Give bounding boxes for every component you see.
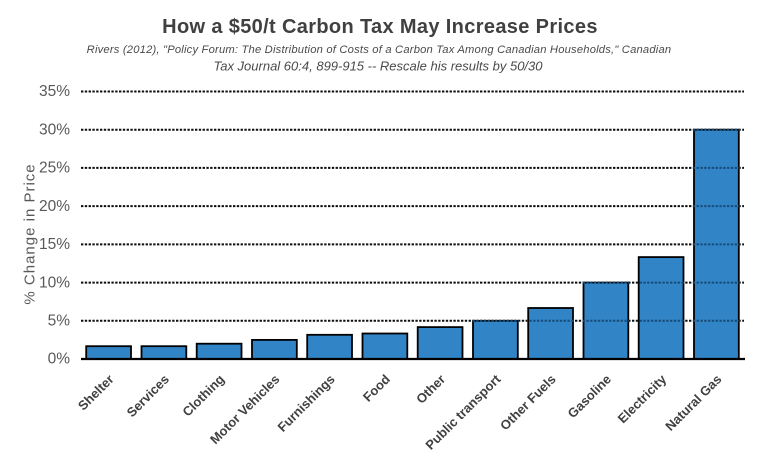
svg-text:15%: 15% (39, 236, 70, 253)
svg-text:10%: 10% (39, 274, 70, 291)
svg-text:Rivers (2012), "Policy Forum:: Rivers (2012), "Policy Forum: The Distri… (87, 44, 672, 56)
svg-text:Tax Journal 60:4, 899-915 -- R: Tax Journal 60:4, 899-915 -- Rescale his… (213, 59, 543, 74)
svg-text:5%: 5% (48, 313, 71, 330)
svg-text:35%: 35% (39, 83, 70, 100)
svg-text:How a $50/t Carbon Tax May Inc: How a $50/t Carbon Tax May Increase Pric… (162, 16, 598, 38)
svg-text:20%: 20% (39, 198, 70, 215)
svg-text:0%: 0% (48, 351, 71, 368)
svg-text:25%: 25% (39, 160, 70, 177)
svg-text:% Change in Price: % Change in Price (22, 163, 39, 304)
svg-text:30%: 30% (39, 121, 70, 138)
